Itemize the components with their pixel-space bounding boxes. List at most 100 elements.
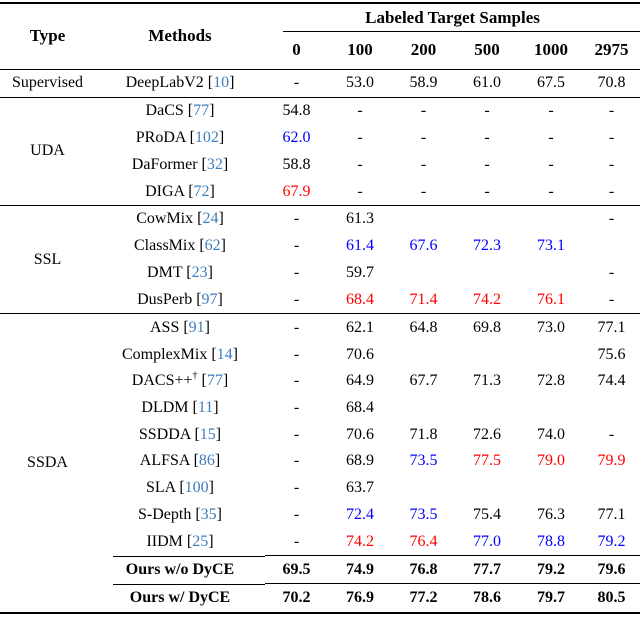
table-header: Type Methods Labeled Target Samples 0 10… (0, 3, 640, 70)
table-row: DusPerb [97] - 68.4 71.4 74.2 76.1 - (0, 286, 640, 313)
metric-value: 77.5 (473, 452, 501, 470)
citation-link[interactable]: 15 (199, 425, 216, 443)
method-name: DaCS [77] (95, 96, 265, 125)
citation-link[interactable]: 77 (206, 372, 223, 390)
metric-value: 76.4 (409, 532, 438, 550)
metric-value: 73.5 (409, 452, 438, 470)
metric-value: - (357, 155, 363, 173)
table-row: IIDM [25] - 74.2 76.4 77.0 78.8 79.2 (0, 528, 640, 555)
metric-value: - (608, 425, 615, 443)
metric-value: - (293, 345, 300, 363)
metric-value: - (608, 155, 615, 173)
metric-value: 58.9 (409, 74, 438, 92)
citation-link[interactable]: 72 (193, 182, 210, 200)
metric-value: 72.3 (473, 237, 501, 255)
metric-value: - (293, 237, 300, 255)
metric-value (519, 260, 583, 287)
citation-link[interactable]: 25 (192, 532, 209, 550)
metric-value: 70.2 (265, 583, 328, 613)
metric-value: - (392, 96, 455, 125)
metric-value (392, 204, 455, 233)
method-name: SLA [100] (146, 479, 214, 497)
method-name: DIGA [72] (145, 182, 215, 200)
method-name: DaFormer [32] (131, 155, 229, 173)
citation-link[interactable]: 32 (206, 155, 223, 173)
method-name-text: IIDM (146, 532, 183, 550)
metric-value: 64.8 (392, 313, 455, 342)
citation-link[interactable]: 91 (188, 318, 205, 336)
metric-value: - (484, 182, 490, 200)
metric-value: - (293, 532, 300, 550)
metric-value: - (293, 479, 300, 497)
metric-value: - (293, 290, 300, 308)
table-row: DIGA [72] 67.9 - - - - - (0, 178, 640, 205)
metric-value: - (608, 128, 615, 146)
citation-link[interactable]: 23 (191, 264, 208, 281)
method-name: PRoDA [102] (135, 128, 225, 146)
methods-column-header: Methods (95, 3, 265, 70)
sample-count-header-100: 100 (328, 32, 392, 70)
citation-link[interactable]: 24 (202, 210, 219, 228)
metric-value: 67.6 (409, 237, 438, 255)
dagger-superscript: † (192, 370, 198, 382)
metric-value: 68.9 (346, 452, 374, 470)
metric-value (519, 395, 583, 422)
metric-value: 53.0 (346, 74, 374, 92)
metric-value: 64.9 (346, 372, 374, 390)
metric-value: - (484, 155, 490, 173)
table-row: UDA DaCS [77] 54.8- - - - - (0, 96, 640, 206)
metric-value (455, 341, 519, 368)
metric-value: - (548, 155, 554, 173)
method-name: DLDM [11] (141, 399, 219, 417)
method-name-text: DIGA (145, 182, 185, 200)
citation-link[interactable]: 102 (194, 128, 219, 146)
type-column-header: Type (0, 3, 95, 70)
metric-value: 73.0 (519, 313, 583, 342)
method-name-text: DMT (147, 264, 183, 281)
citation-link[interactable]: 97 (201, 290, 218, 308)
metric-value: 80.5 (583, 583, 640, 613)
sample-count-header-0: 0 (265, 32, 328, 70)
metric-value (519, 204, 583, 233)
sample-count-header-2975: 2975 (583, 32, 640, 70)
type-label: SSDA (0, 313, 95, 613)
metric-value: - (293, 452, 300, 470)
metric-value: 69.8 (455, 313, 519, 342)
citation-link[interactable]: 100 (184, 479, 209, 497)
table-row: SSDDA [15] - 70.6 71.8 72.6 74.0 - (0, 421, 640, 448)
metric-value: 68.4 (346, 399, 374, 417)
method-name-text: DeepLabV2 (125, 74, 204, 92)
metric-value: - (293, 74, 300, 92)
method-name: S-Depth [35] (138, 505, 222, 523)
method-name: ClassMix [62] (134, 237, 226, 255)
metric-value (583, 475, 640, 502)
metric-value (455, 475, 519, 502)
method-name: IIDM [25] (146, 532, 214, 550)
metric-value: - (357, 128, 363, 146)
table-row: ComplexMix [14] - 70.6 75.6 (0, 341, 640, 368)
metric-value: 67.5 (537, 74, 565, 92)
metric-value: 73.1 (537, 237, 565, 255)
metric-value: - (420, 128, 427, 146)
citation-link[interactable]: 35 (200, 505, 217, 523)
metric-value: 77.7 (455, 555, 519, 584)
metric-value: 75.4 (473, 505, 501, 523)
table-row: DaFormer [32] 58.8 - - - - - (0, 151, 640, 178)
metric-value: 78.6 (455, 583, 519, 613)
citation-link[interactable]: 77 (193, 102, 210, 120)
metric-value: 74.9 (328, 555, 392, 584)
method-name-text: DaCS (145, 102, 184, 120)
metric-value: 72.4 (346, 505, 374, 523)
citation-link[interactable]: 11 (197, 399, 214, 417)
metric-value: 74.0 (537, 425, 565, 443)
metric-value: 58.8 (282, 155, 311, 173)
citation-link[interactable]: 62 (204, 237, 221, 255)
metric-value: 79.2 (519, 555, 583, 584)
citation-link[interactable]: 86 (198, 452, 215, 470)
method-name-text: ASS (149, 318, 180, 336)
method-name-text: ComplexMix (122, 345, 208, 363)
citation-link[interactable]: 10 (213, 74, 230, 92)
method-name-text: ALFSA (139, 452, 190, 470)
citation-link[interactable]: 14 (216, 345, 233, 363)
metric-value: - (583, 204, 640, 233)
